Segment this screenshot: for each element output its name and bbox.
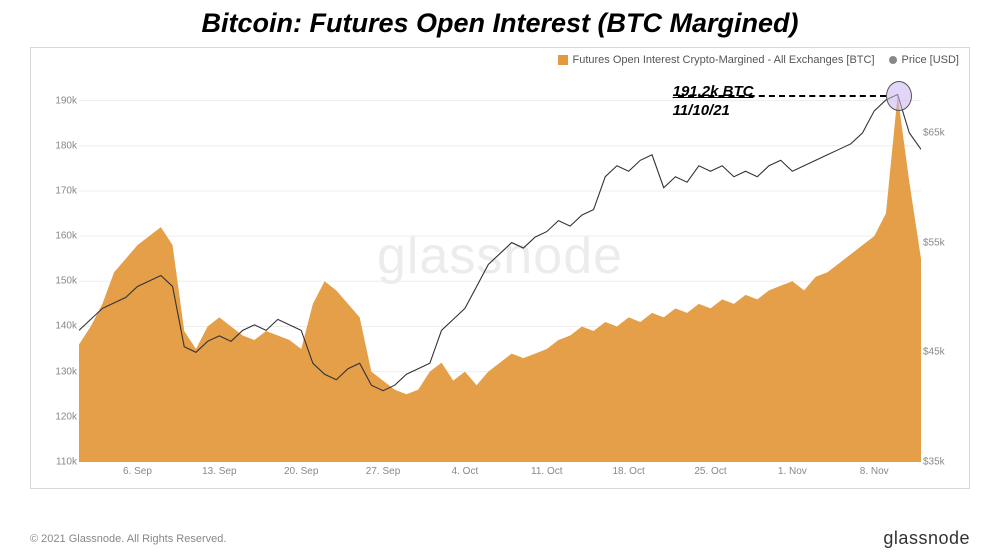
legend-label-area: Futures Open Interest Crypto-Margined - … xyxy=(573,54,875,66)
y-left-tick: 170k xyxy=(37,185,77,196)
area-series xyxy=(79,95,921,462)
annotation-value: 191.2k BTC xyxy=(673,83,754,100)
x-tick: 1. Nov xyxy=(778,466,807,477)
copyright: © 2021 Glassnode. All Rights Reserved. xyxy=(30,533,226,545)
legend-swatch-area xyxy=(558,55,568,65)
y-left-tick: 120k xyxy=(37,411,77,422)
page-title: Bitcoin: Futures Open Interest (BTC Marg… xyxy=(0,0,1000,43)
y-right-tick: $65k xyxy=(923,127,963,138)
x-tick: 27. Sep xyxy=(366,466,400,477)
annotation-text: 191.2k BTC 11/10/21 xyxy=(673,83,754,121)
y-right-tick: $45k xyxy=(923,347,963,358)
chart-container: Futures Open Interest Crypto-Margined - … xyxy=(30,47,970,489)
y-left-tick: 190k xyxy=(37,95,77,106)
y-left-tick: 130k xyxy=(37,366,77,377)
plot-svg xyxy=(79,78,921,462)
legend: Futures Open Interest Crypto-Margined - … xyxy=(558,54,960,66)
x-tick: 18. Oct xyxy=(613,466,645,477)
legend-item-area: Futures Open Interest Crypto-Margined - … xyxy=(558,54,875,66)
x-tick: 25. Oct xyxy=(694,466,726,477)
legend-item-line: Price [USD] xyxy=(889,54,959,66)
y-left-tick: 150k xyxy=(37,276,77,287)
x-tick: 20. Sep xyxy=(284,466,318,477)
y-left-tick: 140k xyxy=(37,321,77,332)
x-tick: 4. Oct xyxy=(452,466,479,477)
legend-label-line: Price [USD] xyxy=(902,54,959,66)
y-axis-right: $35k$45k$55k$65k xyxy=(923,78,963,462)
legend-swatch-line xyxy=(889,56,897,64)
annotation-date: 11/10/21 xyxy=(673,102,730,119)
y-left-tick: 110k xyxy=(37,457,77,468)
x-tick: 11. Oct xyxy=(531,466,563,477)
x-axis: 6. Sep 13. Sep 20. Sep 27. Sep 4. Oct 11. Oct… xyxy=(79,466,921,482)
y-right-tick: $55k xyxy=(923,237,963,248)
annotation-highlight-circle xyxy=(886,81,912,111)
y-axis-left: 110k120k130k140k150k160k170k180k190k xyxy=(37,78,77,462)
y-right-tick: $35k xyxy=(923,457,963,468)
footer: © 2021 Glassnode. All Rights Reserved. g… xyxy=(30,528,970,549)
x-tick: 6. Sep xyxy=(123,466,152,477)
y-left-tick: 180k xyxy=(37,140,77,151)
x-tick: 13. Sep xyxy=(202,466,236,477)
y-left-tick: 160k xyxy=(37,231,77,242)
brand-logo: glassnode xyxy=(883,528,970,549)
x-tick: 8. Nov xyxy=(860,466,889,477)
